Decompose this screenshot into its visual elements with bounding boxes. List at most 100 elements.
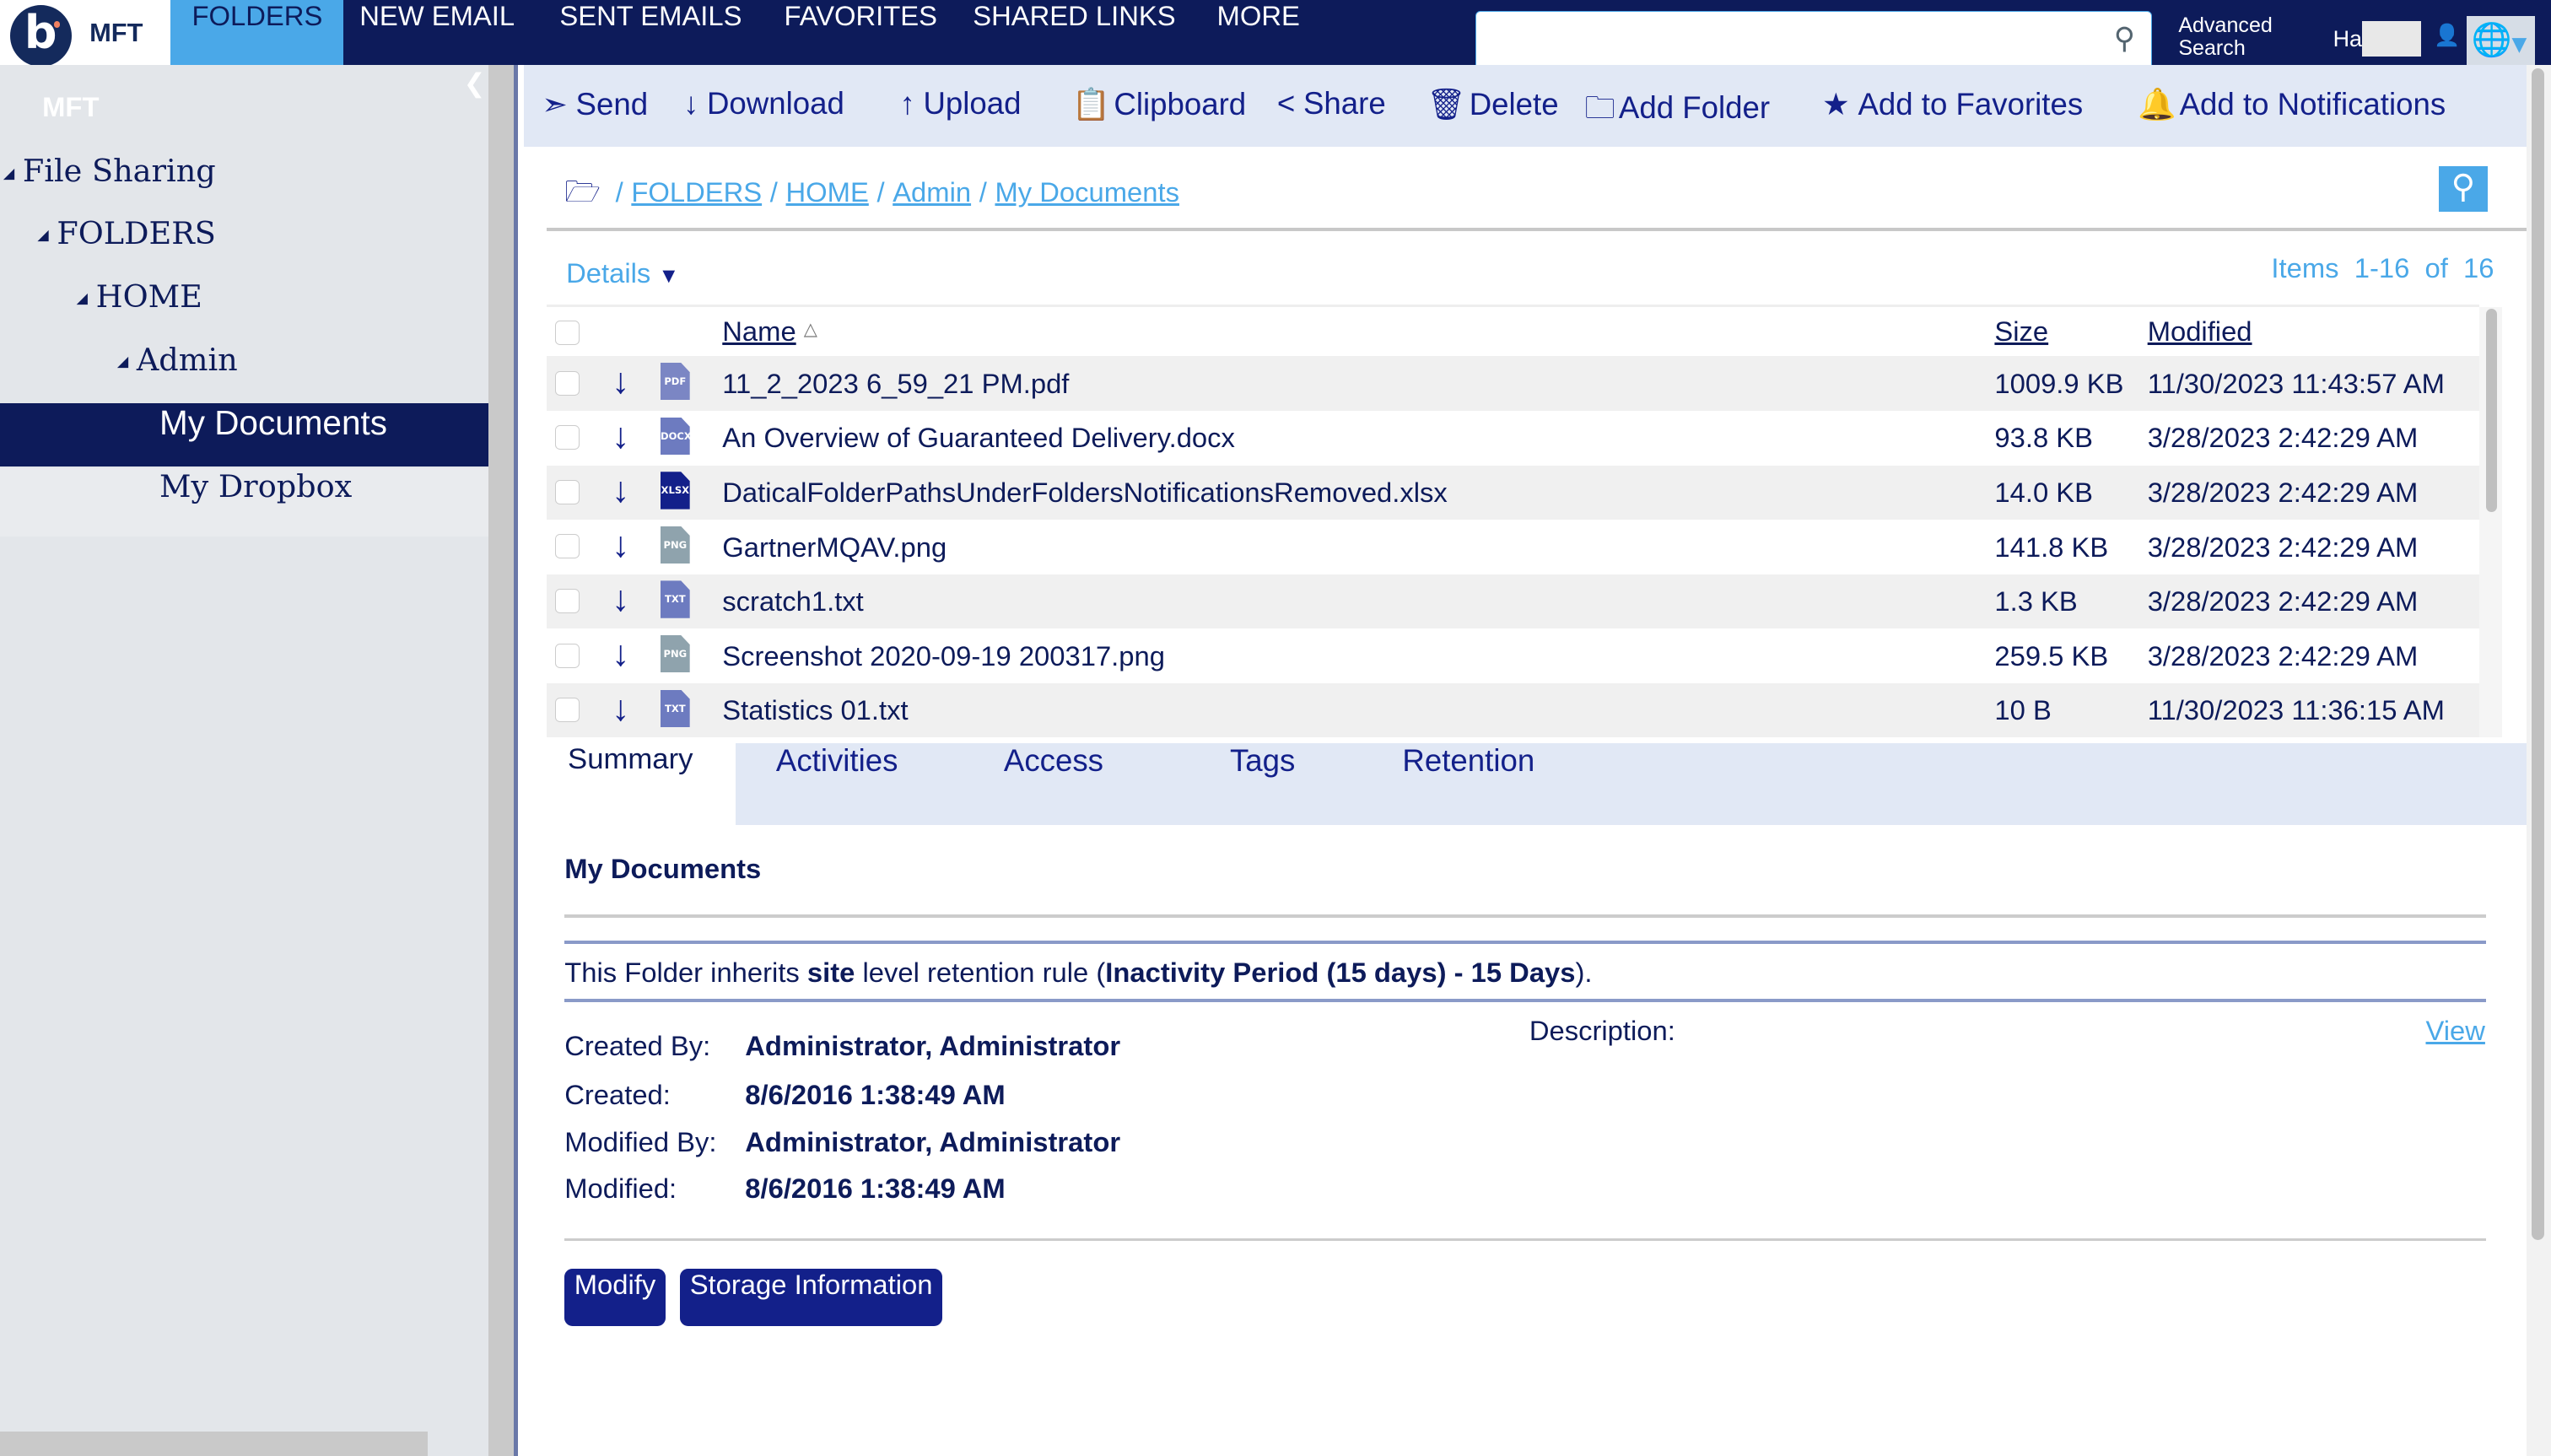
file-name[interactable]: An Overview of Guaranteed Delivery.docx [722,422,1235,454]
table-row[interactable]: ↓ DOCX An Overview of Guaranteed Deliver… [547,411,2479,466]
add-to-favorites-button[interactable]: ★ Add to Favorites [1822,86,2083,122]
row-checkbox[interactable] [554,643,580,668]
breadcrumb-my-documents[interactable]: My Documents [995,176,1179,208]
download-arrow-icon[interactable]: ↓ [612,634,630,674]
table-scrollbar-thumb[interactable] [2485,309,2498,513]
send-button[interactable]: ➣ Send [542,86,648,122]
nav-new-email[interactable]: NEW EMAIL [359,0,515,31]
download-arrow-icon[interactable]: ↓ [612,524,630,564]
add-favorites-label: Add to Favorites [1858,87,2084,122]
file-name[interactable]: DaticalFolderPathsUnderFoldersNotificati… [722,477,1448,508]
breadcrumb-folders[interactable]: FOLDERS [631,176,763,208]
column-size[interactable]: Size [1994,315,2049,348]
divider [546,227,2527,231]
row-checkbox[interactable] [554,589,580,613]
file-name[interactable]: GartnerMQAV.png [722,531,947,563]
table-row[interactable]: ↓ PNG Screenshot 2020-09-19 200317.png 2… [547,628,2479,683]
user-name[interactable]: Ha [2333,25,2363,51]
sidebar-horizontal-scrollbar[interactable] [0,1432,429,1456]
search-input[interactable]: ⚲ [1475,11,2153,66]
download-arrow-icon[interactable]: ↓ [612,361,630,402]
share-button[interactable]: < Share [1277,86,1386,121]
file-size: 93.8 KB [1994,422,2093,454]
collapse-sidebar-icon[interactable]: ❮ [463,67,486,99]
retention-text: level retention rule ( [855,956,1106,988]
folder-up-icon[interactable]: 🗁 [564,176,601,209]
expanded-triangle-icon[interactable]: ◢ [37,227,49,245]
tree-folders[interactable]: ◢ FOLDERS [0,215,488,278]
file-name[interactable]: Statistics 01.txt [722,694,909,726]
globe-icon: 🌐 [2471,21,2512,60]
sidebar-scrollbar[interactable] [488,65,515,1456]
logo[interactable]: b MFT [0,0,171,67]
select-all-checkbox[interactable] [554,320,580,345]
search-icon[interactable]: ⚲ [2113,22,2136,57]
nav-favorites[interactable]: FAVORITES [784,0,938,31]
tree-admin[interactable]: ◢ Admin [0,342,488,405]
page-scrollbar-thumb[interactable] [2531,67,2545,1240]
nav-sent-emails[interactable]: SENT EMAILS [559,0,742,31]
tree-my-documents[interactable]: My Documents [0,403,488,467]
expanded-triangle-icon[interactable]: ◢ [116,353,129,371]
view-description-link[interactable]: View [2425,1015,2485,1047]
modify-button[interactable]: Modify [564,1269,666,1326]
field-value: Administrator, Administrator [745,1125,1121,1157]
row-checkbox[interactable] [554,534,580,559]
tab-retention[interactable]: Retention [1402,743,1535,779]
file-name[interactable]: scratch1.txt [722,585,864,617]
expanded-triangle-icon[interactable]: ◢ [76,290,88,308]
add-folder-button[interactable]: 🗀 Add Folder [1584,86,1770,138]
download-button[interactable]: ↓ Download [683,86,844,121]
advanced-search-link[interactable]: Advanced Search [2178,13,2273,61]
tab-activities[interactable]: Activities [775,743,898,779]
table-row[interactable]: ↓ PNG GartnerMQAV.png 141.8 KB 3/28/2023… [547,520,2479,574]
table-row[interactable]: ↓ TXT scratch1.txt 1.3 KB 3/28/2023 2:42… [546,574,2480,629]
table-row[interactable]: ↓ TXT Statistics 01.txt 10 B 11/30/2023 … [546,682,2480,737]
retention-text: This Folder inherits [564,956,807,988]
table-row[interactable]: ↓ XLSX DaticalFolderPathsUnderFoldersNot… [546,465,2480,520]
clipboard-icon: 📋 [1071,87,1111,122]
expanded-triangle-icon[interactable]: ◢ [3,164,15,182]
summary-title: My Documents [564,852,762,884]
storage-information-button[interactable]: Storage Information [680,1269,943,1326]
nav-more[interactable]: MORE [1216,0,1300,31]
row-checkbox[interactable] [554,370,580,396]
row-checkbox[interactable] [554,698,580,723]
add-to-notifications-button[interactable]: 🔔 Add to Notifications [2138,86,2446,122]
language-selector[interactable]: 🌐▼ [2466,16,2535,66]
tree-home[interactable]: ◢ HOME [0,278,488,342]
logo-text: MFT [89,18,143,48]
splitter[interactable] [514,65,524,1456]
column-modified[interactable]: Modified [2147,315,2252,348]
table-row[interactable]: ↓ PDF 11_2_2023 6_59_21 PM.pdf 1009.9 KB… [546,356,2480,411]
delete-button[interactable]: 🗑 Delete [1427,86,1558,122]
sort-asc-icon: △ [803,319,817,339]
nav-shared-links[interactable]: SHARED LINKS [973,0,1176,31]
folder-search-button[interactable]: ⚲ [2438,165,2488,212]
nav-folders[interactable]: FOLDERS [170,0,344,66]
view-mode-dropdown[interactable]: Details ▼ [566,257,679,289]
upload-button[interactable]: ↑ Upload [899,86,1021,121]
file-type-icon: DOCX [660,417,690,455]
file-name[interactable]: Screenshot 2020-09-19 200317.png [722,639,1165,671]
file-name[interactable]: 11_2_2023 6_59_21 PM.pdf [722,367,1070,399]
row-checkbox[interactable] [554,425,580,450]
breadcrumb-home[interactable]: HOME [785,176,869,208]
row-checkbox[interactable] [554,479,580,504]
clipboard-button[interactable]: 📋 Clipboard [1072,86,1246,122]
tab-summary[interactable]: Summary [523,743,736,825]
logo-dot [53,21,61,28]
table-header: Name △ Size Modified [547,307,2479,356]
column-name[interactable]: Name [722,315,796,348]
tree-file-sharing[interactable]: ◢ File Sharing [0,153,488,216]
user-icon[interactable]: 👤 [2434,22,2461,47]
breadcrumb-admin[interactable]: Admin [893,176,972,208]
tree-my-dropbox[interactable]: My Dropbox [0,468,488,537]
download-arrow-icon[interactable]: ↓ [612,470,630,510]
download-arrow-icon[interactable]: ↓ [612,688,630,728]
download-arrow-icon[interactable]: ↓ [612,579,630,619]
download-arrow-icon[interactable]: ↓ [612,415,630,456]
tab-access[interactable]: Access [1003,743,1103,779]
tab-tags[interactable]: Tags [1229,743,1296,779]
tree-label: HOME [95,278,202,315]
